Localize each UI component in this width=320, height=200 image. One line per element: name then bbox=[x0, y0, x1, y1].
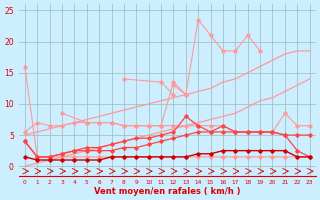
X-axis label: Vent moyen/en rafales ( km/h ): Vent moyen/en rafales ( km/h ) bbox=[94, 187, 241, 196]
